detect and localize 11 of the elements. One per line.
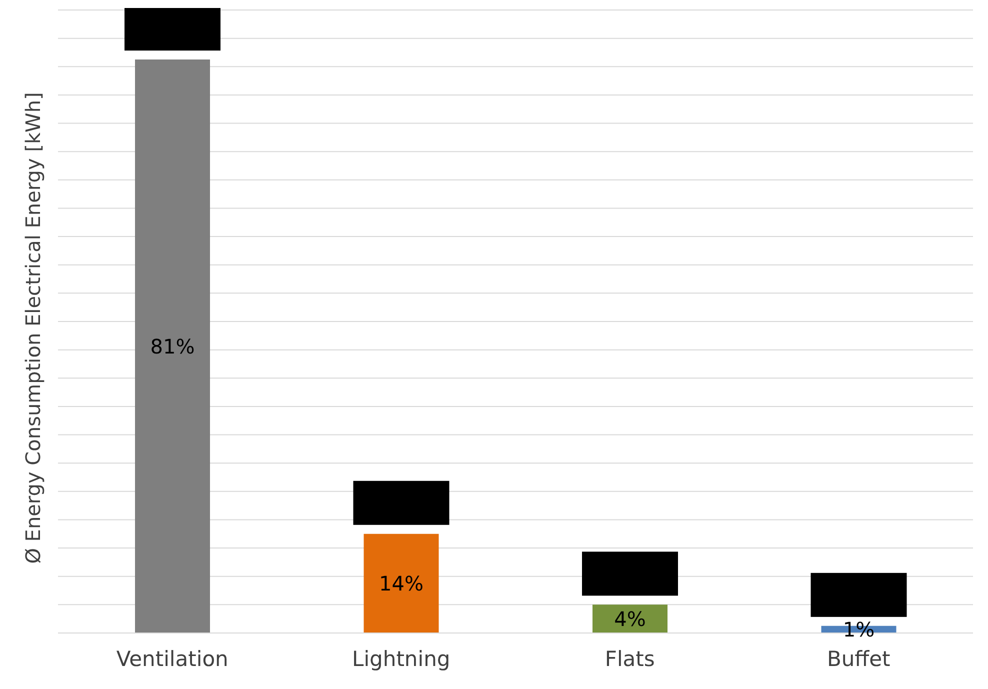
bar — [135, 60, 210, 633]
x-tick-label: Ventilation — [116, 646, 228, 671]
x-tick-label: Lightning — [352, 646, 450, 671]
data-label: 81% — [150, 334, 195, 358]
x-tick-label: Buffet — [826, 646, 890, 671]
y-axis-title: Ø Energy Consumption Electrical Energy [kWh] — [21, 92, 45, 564]
data-label: 14% — [379, 572, 424, 596]
data-label: 4% — [614, 606, 646, 631]
bar — [592, 604, 668, 633]
x-tick-label: Flats — [604, 646, 655, 671]
bar — [364, 534, 439, 633]
